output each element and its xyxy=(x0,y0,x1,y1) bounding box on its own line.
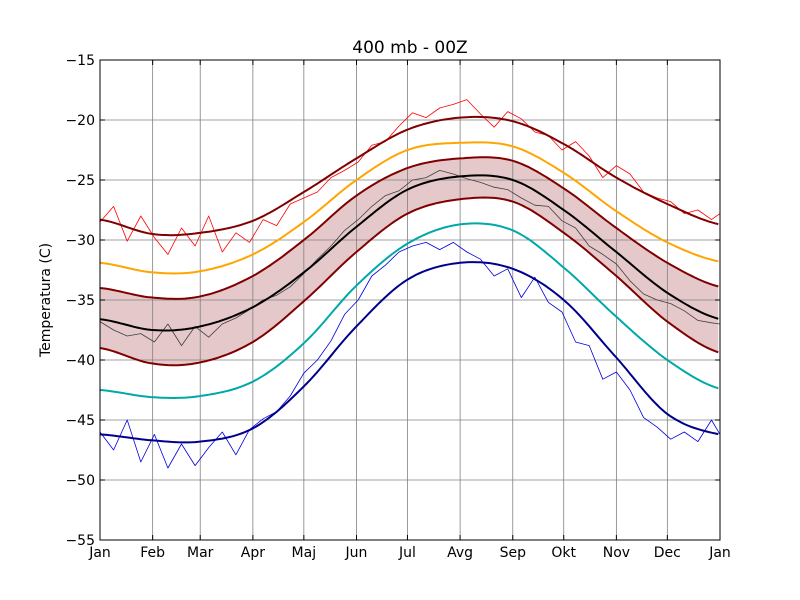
x-tick-label: Jun xyxy=(345,545,368,561)
x-tick-label: Nov xyxy=(603,545,630,561)
x-tick-label: Okt xyxy=(551,545,576,561)
x-tick-label: Mar xyxy=(187,545,214,561)
y-tick-label: −25 xyxy=(65,173,95,189)
y-tick-label: −40 xyxy=(65,353,95,369)
y-tick-label: −55 xyxy=(65,533,95,549)
y-tick-label: −35 xyxy=(65,293,95,309)
series-line-mean-minus-sd xyxy=(99,196,719,367)
y-tick-label: −30 xyxy=(65,233,95,249)
x-tick-label: Jul xyxy=(398,545,416,561)
y-tick-label: −15 xyxy=(65,53,95,69)
series-line-min-mean xyxy=(99,261,719,444)
chart-title: 400 mb - 00Z xyxy=(352,38,467,58)
x-tick-label: Jan xyxy=(708,545,731,561)
x-tick-label: Feb xyxy=(140,545,165,561)
x-tick-label: Sep xyxy=(500,545,527,561)
series-line-max-daily xyxy=(99,99,721,255)
x-tick-label: Maj xyxy=(292,545,317,561)
y-axis-label: Temperatura (C) xyxy=(38,243,54,358)
series-line-max-mean xyxy=(99,115,719,237)
series-line-p10 xyxy=(99,222,719,399)
y-tick-label: −50 xyxy=(65,473,95,489)
x-tick-label: Apr xyxy=(241,545,265,561)
series-line-min-daily xyxy=(99,241,721,469)
x-tick-label: Dec xyxy=(654,545,681,561)
series-line-mean-daily xyxy=(99,169,721,347)
y-tick-label: −20 xyxy=(65,113,95,129)
y-tick-label: −45 xyxy=(65,413,95,429)
series-line-mean-plus-sd xyxy=(99,156,719,300)
plot-area: Jan Feb Mar Apr Maj Jun Jul Avg Sep Okt Nov Dec Jan−… xyxy=(65,53,730,561)
series-line-p90 xyxy=(99,141,719,275)
x-tick-label: Jan xyxy=(88,545,111,561)
series-line-mean xyxy=(99,174,719,332)
x-tick-label: Avg xyxy=(447,545,473,561)
